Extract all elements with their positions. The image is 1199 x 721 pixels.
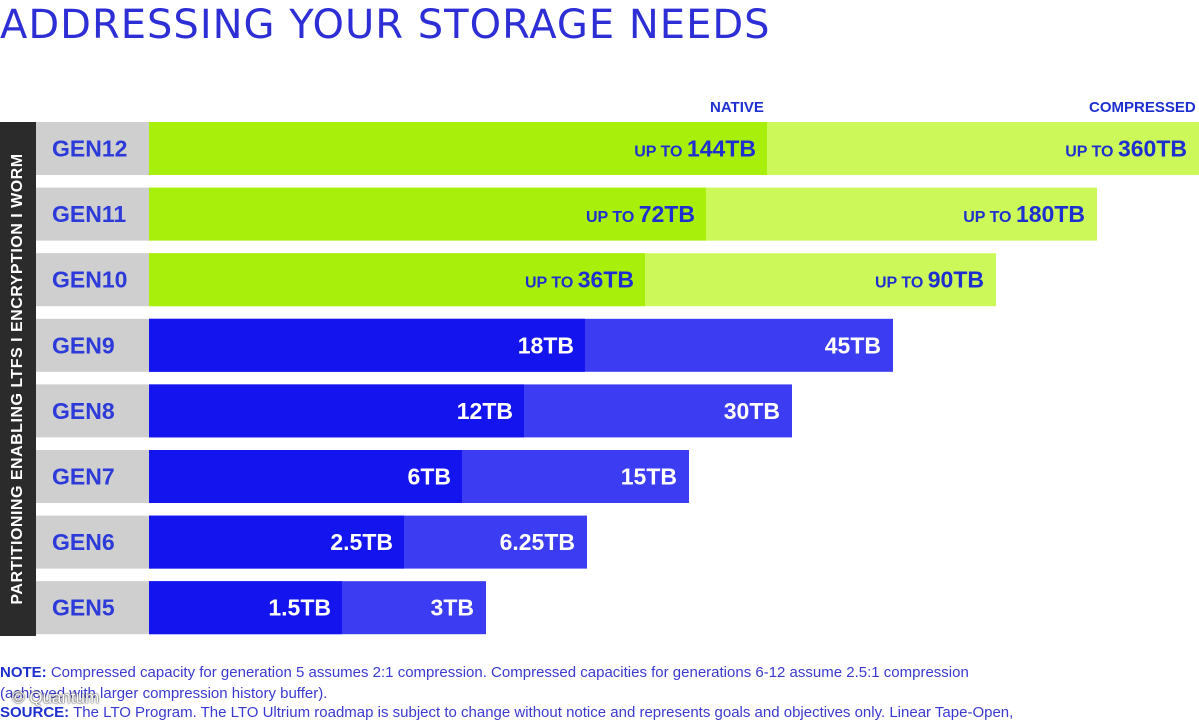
gen-label: GEN6: [52, 529, 115, 555]
compressed-value-label: 45TB: [825, 332, 881, 358]
gen-label: GEN12: [52, 136, 127, 162]
native-value-label: 18TB: [518, 332, 574, 358]
source-label: SOURCE:: [0, 704, 70, 721]
gen-label: GEN9: [52, 332, 115, 358]
gen-label: GEN10: [52, 267, 127, 293]
gen-cell: [36, 581, 149, 635]
gen-cell: [36, 318, 149, 372]
gen-cell: [36, 253, 149, 307]
page-title: ADDRESSING YOUR STORAGE NEEDS: [0, 2, 771, 48]
native-bar: [149, 253, 645, 307]
gen-cell: [36, 384, 149, 438]
compressed-value-label: UP TO 90TB: [875, 267, 984, 293]
gen-cell: [36, 450, 149, 503]
compressed-header: COMPRESSED: [1089, 99, 1196, 116]
source-text: SOURCE: The LTO Program. The LTO Ultrium…: [0, 704, 1013, 721]
compressed-value-label: 30TB: [724, 398, 780, 424]
source-body: The LTO Program. The LTO Ultrium roadmap…: [73, 704, 1014, 721]
compressed-value-label: 6.25TB: [500, 529, 575, 555]
gen-label: GEN7: [52, 464, 115, 490]
watermark-logo: © Quantum: [12, 688, 100, 707]
note-line2: (achieved with larger compression histor…: [0, 685, 328, 702]
native-bar: [149, 515, 404, 569]
compressed-value-label: 3TB: [431, 595, 474, 621]
native-value-label: UP TO 36TB: [525, 267, 634, 293]
gen-label: GEN11: [52, 201, 126, 227]
gen-cell: [36, 515, 149, 569]
native-value-label: UP TO 72TB: [586, 201, 695, 227]
compressed-value-label: UP TO 180TB: [963, 201, 1085, 227]
native-bar: [149, 384, 524, 438]
note-line1: Compressed capacity for generation 5 ass…: [50, 664, 969, 681]
native-value-label: 6TB: [408, 464, 451, 490]
gen-label: GEN8: [52, 398, 115, 424]
native-value-label: 1.5TB: [268, 595, 331, 621]
native-value-label: 12TB: [457, 398, 513, 424]
native-bar: [149, 122, 767, 175]
native-bar: [149, 450, 462, 503]
native-value-label: 2.5TB: [330, 529, 393, 555]
native-bar: [149, 318, 585, 372]
native-value-label: UP TO 144TB: [634, 136, 756, 162]
native-bar: [149, 187, 706, 241]
note-label: NOTE:: [0, 664, 47, 681]
note-text: NOTE: Compressed capacity for generation…: [0, 662, 969, 704]
gen-cell: [36, 187, 149, 241]
native-bar: [149, 581, 342, 635]
compressed-value-label: UP TO 360TB: [1065, 136, 1187, 162]
gen-label: GEN5: [52, 595, 115, 621]
feature-side-band: [0, 122, 36, 636]
gen-cell: [36, 122, 149, 175]
native-header: NATIVE: [710, 99, 764, 116]
compressed-value-label: 15TB: [621, 464, 677, 490]
